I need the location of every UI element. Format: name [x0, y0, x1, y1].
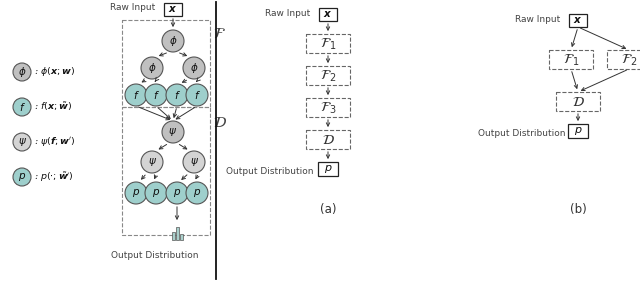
Text: : $\psi(\boldsymbol{f};\boldsymbol{w}^\prime)$: : $\psi(\boldsymbol{f};\boldsymbol{w}^\p… [34, 135, 76, 148]
Circle shape [13, 168, 31, 186]
Circle shape [186, 84, 208, 106]
Text: $\boldsymbol{x}$: $\boldsymbol{x}$ [168, 4, 178, 14]
Bar [568, 124, 588, 138]
Text: Output Distribution: Output Distribution [111, 250, 199, 259]
Text: $f$: $f$ [152, 89, 159, 101]
Bar [176, 227, 179, 240]
Text: $\phi$: $\phi$ [189, 61, 198, 75]
Circle shape [166, 182, 188, 204]
Circle shape [13, 98, 31, 116]
Circle shape [141, 57, 163, 79]
Text: $p$: $p$ [193, 187, 201, 199]
Text: $\psi$: $\psi$ [189, 156, 198, 168]
Text: Output Distribution: Output Distribution [479, 128, 566, 137]
Text: $\phi$: $\phi$ [18, 65, 26, 79]
Text: $\mathcal{D}$: $\mathcal{D}$ [213, 116, 227, 130]
Text: $f$: $f$ [173, 89, 180, 101]
Circle shape [125, 84, 147, 106]
Circle shape [162, 30, 184, 52]
Text: : $f(\boldsymbol{x};\tilde{\boldsymbol{w}})$: : $f(\boldsymbol{x};\tilde{\boldsymbol{w… [34, 101, 72, 114]
Text: $\psi$: $\psi$ [17, 136, 26, 148]
Text: : $\phi(\boldsymbol{x};\boldsymbol{w})$: : $\phi(\boldsymbol{x};\boldsymbol{w})$ [34, 65, 75, 78]
Bar [306, 98, 350, 117]
Text: $p$: $p$ [173, 187, 181, 199]
Text: (b): (b) [570, 203, 586, 216]
Bar [319, 8, 337, 21]
Bar [172, 232, 175, 240]
Text: $f$: $f$ [193, 89, 200, 101]
Circle shape [186, 182, 208, 204]
Text: Raw Input: Raw Input [109, 3, 155, 12]
Text: $\mathcal{F}_1$: $\mathcal{F}_1$ [563, 52, 579, 68]
Circle shape [13, 133, 31, 151]
Text: : $p(\cdot;\tilde{\boldsymbol{w}}^\prime)$: : $p(\cdot;\tilde{\boldsymbol{w}}^\prime… [34, 170, 74, 184]
Bar [122, 107, 210, 235]
Text: Output Distribution: Output Distribution [225, 167, 313, 176]
Bar [122, 20, 210, 107]
Text: $\boldsymbol{x}$: $\boldsymbol{x}$ [573, 15, 582, 25]
Circle shape [183, 57, 205, 79]
Text: $p$: $p$ [324, 163, 332, 175]
Text: $\mathcal{D}$: $\mathcal{D}$ [572, 95, 584, 109]
Text: $\mathcal{F}_2$: $\mathcal{F}_2$ [320, 68, 336, 84]
Text: $p$: $p$ [18, 171, 26, 183]
Circle shape [166, 84, 188, 106]
Circle shape [125, 182, 147, 204]
Circle shape [145, 182, 167, 204]
Text: $\mathcal{F}_3$: $\mathcal{F}_3$ [320, 100, 336, 116]
Text: $\phi$: $\phi$ [148, 61, 156, 75]
Text: Raw Input: Raw Input [515, 15, 560, 24]
Bar [556, 92, 600, 111]
Bar [306, 34, 350, 53]
Text: $\mathcal{F}_1$: $\mathcal{F}_1$ [320, 36, 336, 52]
Text: (a): (a) [320, 203, 336, 216]
Text: $\boldsymbol{x}$: $\boldsymbol{x}$ [323, 9, 333, 19]
Circle shape [162, 121, 184, 143]
Text: $\psi$: $\psi$ [168, 126, 177, 138]
Text: $\mathcal{F}$: $\mathcal{F}$ [213, 27, 226, 41]
Text: $p$: $p$ [573, 125, 582, 137]
Bar [569, 13, 587, 26]
Bar [549, 50, 593, 69]
Text: Raw Input: Raw Input [265, 10, 310, 19]
Text: $\mathcal{D}$: $\mathcal{D}$ [321, 133, 335, 147]
Bar [306, 66, 350, 85]
Circle shape [13, 63, 31, 81]
Bar [306, 130, 350, 149]
Circle shape [145, 84, 167, 106]
Bar [180, 234, 183, 240]
Circle shape [141, 151, 163, 173]
Text: $p$: $p$ [152, 187, 160, 199]
Text: $f$: $f$ [19, 101, 26, 113]
Text: $\phi$: $\phi$ [169, 34, 177, 48]
Text: $\mathcal{F}_2$: $\mathcal{F}_2$ [621, 52, 637, 68]
Text: $p$: $p$ [132, 187, 140, 199]
Bar [607, 50, 640, 69]
Text: $\psi$: $\psi$ [147, 156, 157, 168]
Bar [318, 162, 338, 176]
Circle shape [183, 151, 205, 173]
Bar [164, 3, 182, 15]
Text: $f$: $f$ [132, 89, 140, 101]
